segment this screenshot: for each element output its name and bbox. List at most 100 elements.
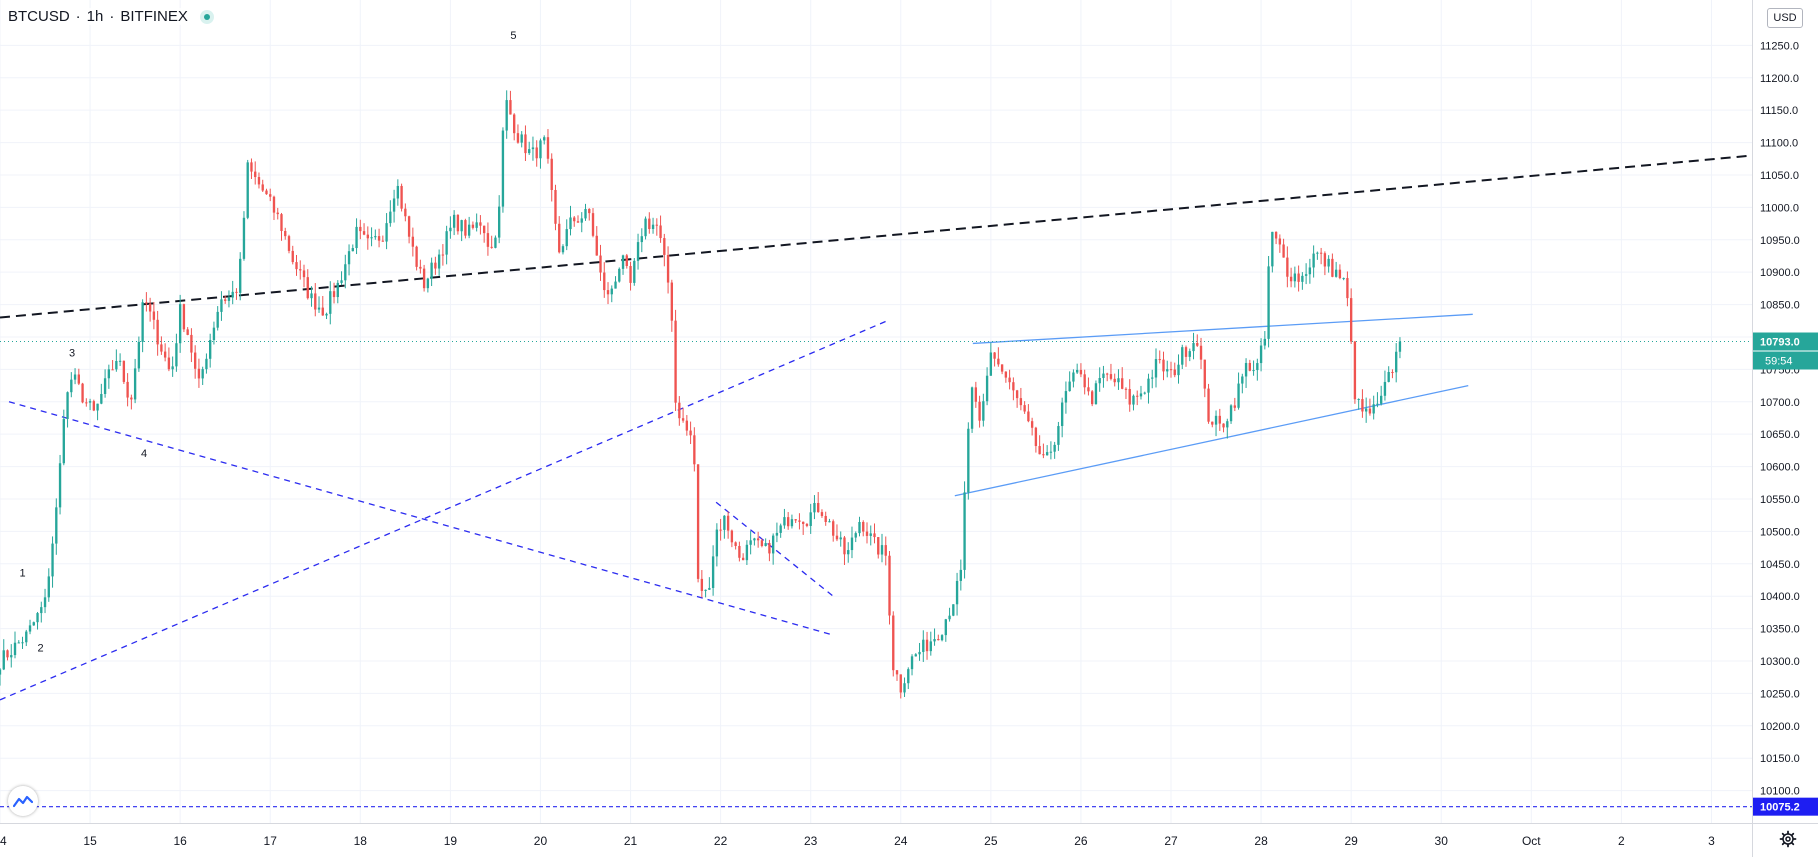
candle-down (411, 236, 415, 247)
trendline-channel-lower (954, 384, 1469, 497)
candle-down (1331, 258, 1334, 277)
candle-down (895, 670, 899, 675)
candle-down (257, 177, 261, 185)
candle-up (1098, 378, 1101, 384)
candle-up (1237, 383, 1240, 408)
candle-up (100, 393, 103, 404)
candle-up (32, 622, 35, 626)
price-tick-label: 11250.0 (1760, 40, 1799, 52)
price-tick-label: 10350.0 (1760, 624, 1800, 636)
candle-up (28, 625, 32, 632)
price-tick-label: 10400.0 (1760, 591, 1800, 603)
symbol-name[interactable]: BTCUSD (8, 8, 70, 25)
candle-down (820, 512, 824, 516)
candle-up (704, 589, 707, 591)
candle-up (850, 537, 854, 551)
candle-down (1289, 276, 1293, 282)
candle-up (212, 327, 216, 341)
candle-up (771, 535, 775, 554)
candle-down (1109, 374, 1113, 379)
candle-down (588, 208, 591, 214)
time-tick-label: 19 (444, 834, 458, 848)
candle-down (186, 329, 189, 335)
candle-up (460, 220, 463, 232)
price-tick-label: 10500.0 (1760, 526, 1800, 538)
candle-up (227, 297, 231, 301)
price-tick-label: 10250.0 (1760, 688, 1800, 700)
candle-down (190, 334, 193, 353)
time-axis[interactable]: 1415161718192021222324252627282930Oct23 (0, 823, 1752, 857)
candle-up (246, 162, 249, 218)
candle-down (434, 262, 437, 269)
gear-icon[interactable] (1777, 828, 1799, 850)
candle-down (862, 521, 865, 532)
candle-up (708, 587, 711, 590)
candle-down (756, 538, 760, 541)
candle-up (2, 650, 5, 670)
candle-down (877, 537, 880, 555)
wave-label: 4 (141, 448, 147, 460)
candle-down (1346, 278, 1349, 299)
trendline-blue-flag (715, 501, 834, 597)
gear-glyph (1779, 830, 1797, 848)
candle-down (558, 223, 561, 253)
time-tick-label: 25 (984, 834, 998, 848)
candle-up (1143, 392, 1146, 394)
candle-down (693, 435, 696, 465)
drawings (0, 154, 1752, 808)
candle-up (858, 521, 861, 534)
candle-up (1154, 359, 1158, 378)
last-price-label-bg (1753, 332, 1818, 351)
candle-up (614, 281, 617, 289)
interval-label[interactable]: 1h (86, 8, 104, 25)
candle-down (193, 352, 197, 369)
candle-down (287, 236, 291, 251)
time-tick-label: 22 (714, 834, 728, 848)
candle-down (284, 231, 287, 237)
countdown-label-bg (1753, 351, 1818, 370)
candle-down (524, 134, 527, 154)
candle-up (982, 401, 985, 421)
candle-up (1188, 351, 1191, 357)
candle-down (798, 520, 801, 522)
candle-down (77, 374, 80, 384)
candle-up (531, 147, 535, 150)
candle-down (81, 383, 84, 403)
candle-down (167, 357, 171, 370)
candle-up (1177, 364, 1180, 376)
candle-up (1139, 393, 1143, 397)
candle-down (92, 401, 96, 411)
candle-up (1308, 267, 1312, 275)
candle-up (959, 569, 962, 581)
price-tick-label: 10700.0 (1760, 397, 1800, 409)
candle-up (374, 236, 377, 238)
price-tick-label: 10150.0 (1760, 753, 1800, 765)
candle-down (400, 185, 403, 209)
candle-down (1124, 388, 1128, 390)
price-tick-label: 10300.0 (1760, 656, 1800, 668)
tradingview-logo-icon[interactable] (8, 786, 38, 816)
candle-up (336, 282, 339, 298)
currency-badge[interactable]: USD (1767, 8, 1803, 28)
candle-up (621, 255, 625, 269)
price-tick-label: 10450.0 (1760, 559, 1800, 571)
candle-down (111, 369, 114, 371)
candle-up (355, 226, 358, 249)
candle-up (370, 237, 373, 239)
price-plot[interactable]: 1 2 3 4 5 (0, 0, 1752, 823)
candle-up (1241, 376, 1244, 384)
price-axis[interactable]: 10100.0 10150.0 10200.0 10250.0 10300.0 10350… (1752, 0, 1818, 823)
wave-label: 5 (510, 30, 516, 42)
candle-down (302, 270, 306, 278)
candle-up (1064, 391, 1068, 403)
candle-down (280, 214, 283, 232)
candle-down (1297, 273, 1300, 282)
candle-up (1383, 381, 1387, 396)
time-tick-label: 21 (624, 834, 638, 848)
candle-down (377, 236, 381, 241)
candle-down (925, 639, 929, 652)
price-tick-label: 11100.0 (1760, 138, 1798, 150)
candle-down (156, 319, 159, 345)
candle-down (145, 302, 148, 304)
symbol-legend[interactable]: BTCUSD · 1h · BITFINEX (8, 8, 214, 25)
